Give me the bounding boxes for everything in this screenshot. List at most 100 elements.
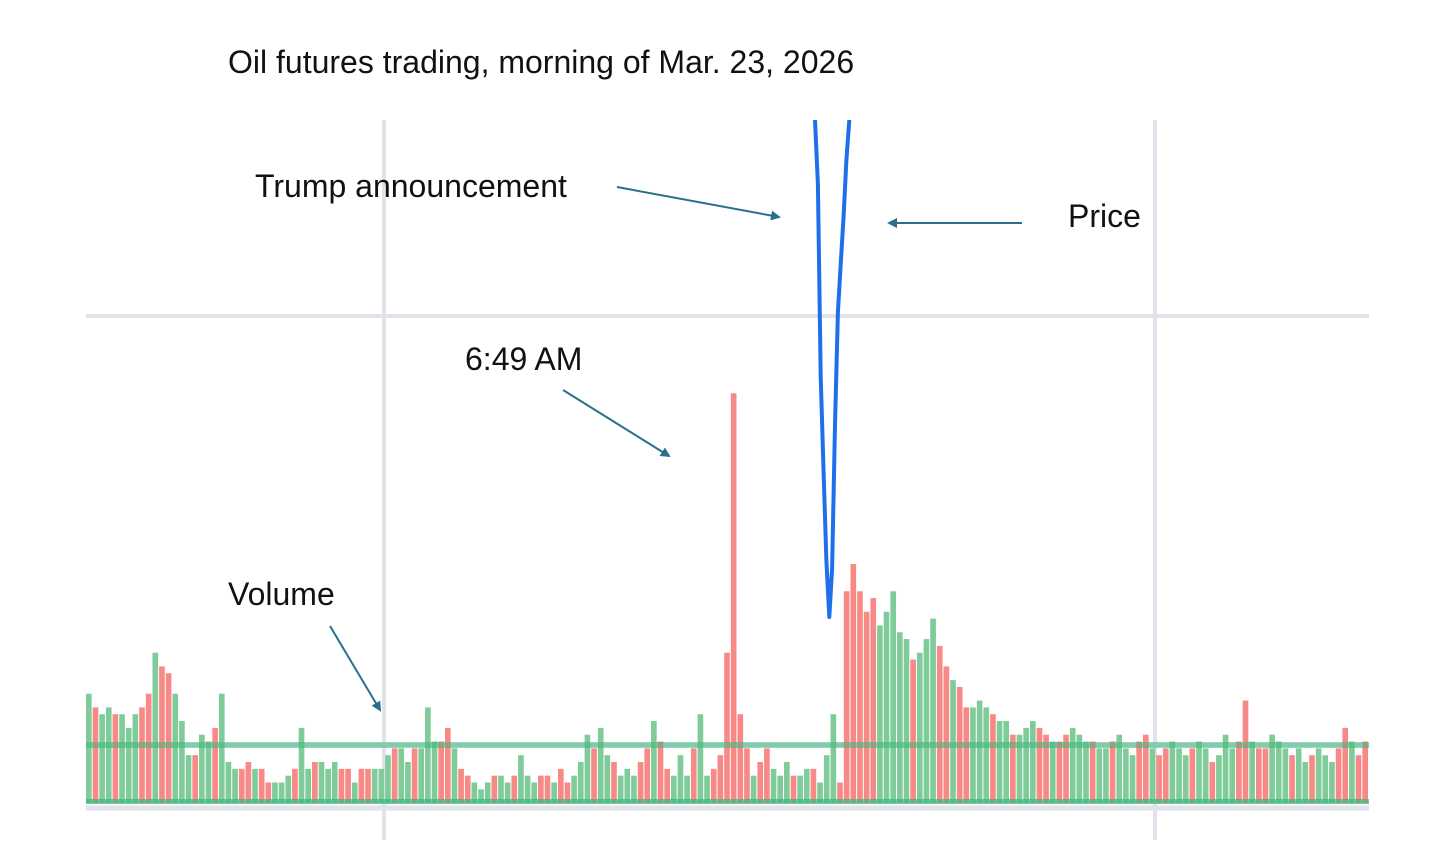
volume-bar-up xyxy=(1129,755,1136,803)
volume-bar-up xyxy=(624,768,631,803)
volume-bar-up xyxy=(684,775,690,803)
volume-bar-down xyxy=(544,775,551,803)
volume-bar-up xyxy=(531,782,538,803)
volume-bar-up xyxy=(1029,721,1036,803)
volume-bar-down xyxy=(1010,734,1016,803)
volume-bar-up xyxy=(930,618,936,803)
volume-bar-down xyxy=(943,666,950,803)
volume-bar-down xyxy=(990,714,996,803)
volume-bar-down xyxy=(657,741,664,803)
volume-bar-up xyxy=(617,775,624,803)
volume-bar-up xyxy=(119,714,125,803)
volume-bar-down xyxy=(464,775,471,803)
volume-bar-up xyxy=(1322,755,1329,803)
volume-bar-down xyxy=(936,645,943,803)
volume-bar-up xyxy=(1049,741,1056,803)
volume-bar-down xyxy=(870,598,877,803)
volume-bar-up xyxy=(830,714,837,803)
volume-bar-down xyxy=(139,707,145,803)
volume-bar-up xyxy=(1202,748,1209,803)
volume-bar-up xyxy=(797,775,803,803)
bars-layer xyxy=(86,393,1369,804)
annotation-time: 6:49 AM xyxy=(465,341,583,377)
volume-bar-up xyxy=(1103,748,1109,803)
volume-bar-up xyxy=(478,789,484,803)
volume-bar-up xyxy=(1329,762,1335,803)
volume-bar-down xyxy=(710,768,717,803)
volume-bar-down xyxy=(1209,762,1216,803)
volume-bar-down xyxy=(145,693,152,803)
volume-bar-down xyxy=(338,768,345,803)
volume-bar-up xyxy=(950,680,956,803)
volume-bar-down xyxy=(757,762,764,803)
volume-bar-up xyxy=(903,639,910,803)
volume-bar-up xyxy=(1076,734,1083,803)
volume-bar-down xyxy=(1089,741,1096,803)
volume-bar-down xyxy=(265,782,272,803)
volume-bar-down xyxy=(1136,741,1142,803)
volume-bar-down xyxy=(1236,741,1242,803)
volume-bar-down xyxy=(863,611,870,803)
volume-bar-up xyxy=(471,782,478,803)
volume-bar-down xyxy=(458,768,464,803)
volume-bar-up xyxy=(232,768,238,803)
volume-bar-down xyxy=(1355,755,1362,803)
volume-bar-up xyxy=(1083,741,1089,803)
volume-bar-up xyxy=(1249,741,1255,803)
volume-bar-up xyxy=(378,768,385,803)
volume-bar-up xyxy=(651,721,657,803)
volume-bar-up xyxy=(325,768,331,803)
volume-bar-down xyxy=(843,591,850,803)
volume-bar-up xyxy=(1222,734,1229,803)
volume-bar-up xyxy=(1302,762,1309,803)
volume-bar-up xyxy=(371,768,378,803)
volume-bar-up xyxy=(385,755,391,803)
volume-bar-up xyxy=(1282,748,1289,803)
volume-bar-down xyxy=(1043,734,1049,803)
volume-bar-down xyxy=(165,673,172,803)
volume-bar-up xyxy=(597,727,604,803)
volume-bar-up xyxy=(225,762,232,803)
volume-bar-down xyxy=(857,591,863,803)
volume-bar-down xyxy=(92,707,99,803)
volume-bar-up xyxy=(1169,741,1176,803)
volume-bar-up xyxy=(976,700,983,803)
volume-bar-up xyxy=(425,707,431,803)
volume-bar-up xyxy=(398,748,405,803)
volume-bar-up xyxy=(418,748,425,803)
volume-bar-down xyxy=(192,755,199,803)
volume-bar-down xyxy=(910,659,916,803)
volume-bar-up xyxy=(318,762,325,803)
volume-bar-up xyxy=(697,714,704,803)
volume-bar-up xyxy=(125,727,132,803)
volume-bar-down xyxy=(1242,700,1249,803)
volume-bar-up xyxy=(105,707,112,803)
volume-bar-down xyxy=(1156,755,1162,803)
volume-bar-down xyxy=(1342,727,1349,803)
volume-bar-up xyxy=(1269,734,1275,803)
volume-bar-up xyxy=(99,714,105,803)
volume-bar-down xyxy=(1189,748,1196,803)
volume-bar-down xyxy=(1056,741,1063,803)
volume-bar-up xyxy=(996,721,1003,803)
volume-bar-up xyxy=(1196,741,1202,803)
volume-bar-up xyxy=(1116,734,1123,803)
volume-bar-up xyxy=(777,775,784,803)
volume-bar-up xyxy=(1295,748,1302,803)
volume-bar-up xyxy=(1176,748,1182,803)
volume-bar-up xyxy=(770,768,777,803)
volume-bar-down xyxy=(690,748,697,803)
volume-bar-up xyxy=(817,782,823,803)
volume-bar-up xyxy=(983,707,990,803)
line-layer xyxy=(812,120,852,619)
volume-bar-up xyxy=(484,782,491,803)
arrow-volume xyxy=(329,625,382,712)
volume-bar-up xyxy=(278,782,285,803)
volume-bar-down xyxy=(112,714,119,803)
volume-bar-down xyxy=(744,748,750,803)
volume-bar-up xyxy=(172,693,179,803)
chart-title: Oil futures trading, morning of Mar. 23,… xyxy=(228,44,855,80)
volume-bar-down xyxy=(538,775,544,803)
volume-bar-up xyxy=(604,755,611,803)
